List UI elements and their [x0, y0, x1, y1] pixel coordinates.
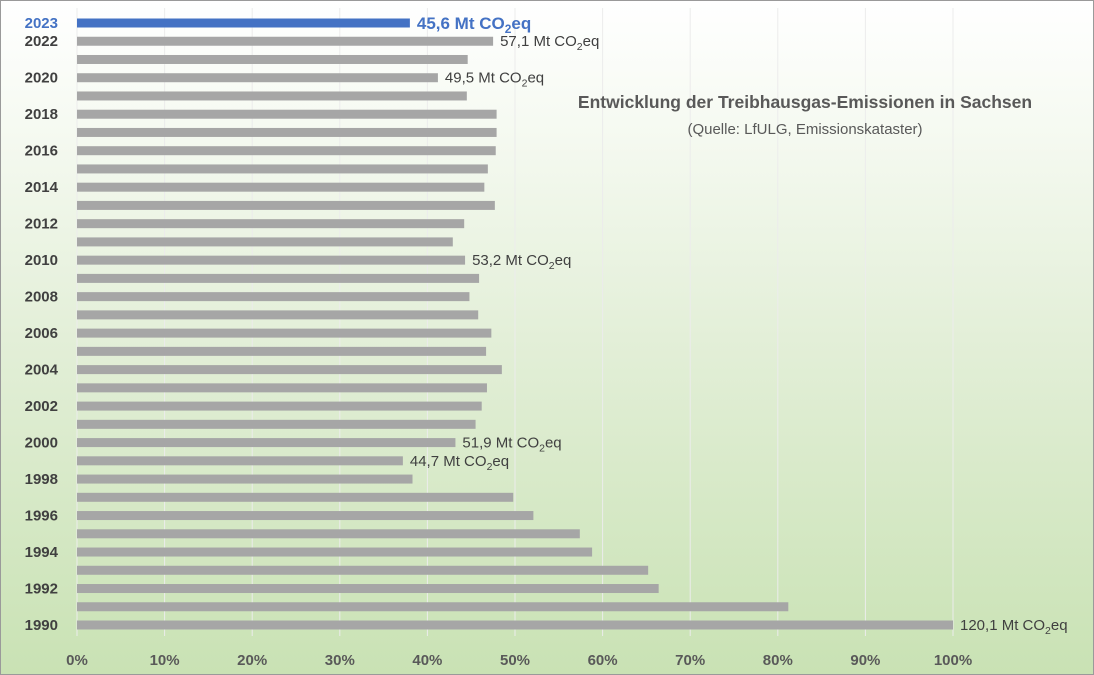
bar-2005: [77, 346, 487, 356]
bar-2013: [77, 200, 495, 210]
bar-2011: [77, 237, 453, 247]
bar-2004: [77, 365, 502, 375]
bar-2016: [77, 146, 496, 156]
x-tick-label: 10%: [150, 652, 180, 669]
data-label-2020: 49,5 Mt CO2eq: [445, 70, 544, 90]
bar-2021: [77, 54, 468, 64]
x-tick-label: 100%: [934, 652, 972, 669]
bar-1996: [77, 511, 534, 521]
y-axis-tick-labels: 1990 1992 1994 1996 1998 2000 2002 2004 2006 2008…: [25, 15, 59, 634]
y-tick-label: 2014: [25, 179, 59, 196]
x-tick-label: 30%: [325, 652, 355, 669]
y-tick-label: 2018: [25, 106, 58, 123]
y-tick-label: 2023: [25, 15, 58, 32]
bar-2010: [77, 255, 466, 265]
bar-1999: [77, 456, 403, 466]
bar-2014: [77, 182, 485, 192]
bar-2015: [77, 164, 488, 174]
x-tick-label: 0%: [66, 652, 88, 669]
bar-1995: [77, 529, 580, 539]
x-tick-label: 20%: [237, 652, 267, 669]
data-label-2022: 57,1 Mt CO2eq: [500, 33, 599, 53]
bar-2009: [77, 273, 480, 283]
bar-2003: [77, 383, 487, 393]
y-tick-label: 2006: [25, 325, 58, 342]
y-tick-label: 1998: [25, 471, 58, 488]
bar-1992: [77, 584, 659, 594]
data-label-1999: 44,7 Mt CO2eq: [410, 453, 509, 473]
bars: [77, 18, 953, 630]
bar-1998: [77, 474, 413, 484]
chart-title: Entwicklung der Treibhausgas-Emissionen …: [578, 92, 1032, 112]
bar-2006: [77, 328, 492, 338]
y-tick-label: 1996: [25, 508, 58, 525]
data-label-1990: 120,1 Mt CO2eq: [960, 617, 1068, 637]
y-tick-label: 2020: [25, 70, 58, 87]
x-axis-tick-labels: 0% 10% 20% 30% 40% 50% 60% 70% 80% 90% 100%: [66, 652, 972, 669]
data-label-2023: 45,6 Mt CO2eq: [417, 14, 531, 36]
x-tick-label: 90%: [850, 652, 880, 669]
bar-2012: [77, 219, 465, 229]
bar-2018: [77, 109, 497, 119]
bar-2020: [77, 73, 438, 83]
y-tick-label: 2012: [25, 216, 58, 233]
x-tick-label: 40%: [412, 652, 442, 669]
bar-2017: [77, 127, 497, 137]
x-tick-label: 70%: [675, 652, 705, 669]
bar-1991: [77, 602, 789, 612]
data-label-2010: 53,2 Mt CO2eq: [472, 252, 571, 272]
y-tick-label: 1990: [25, 617, 58, 634]
y-tick-label: 2016: [25, 143, 58, 160]
x-tick-label: 80%: [763, 652, 793, 669]
bar-2023: [77, 18, 410, 28]
y-tick-label: 2022: [25, 33, 58, 50]
bar-1993: [77, 565, 649, 575]
bar-2001: [77, 419, 476, 429]
y-tick-label: 2004: [25, 362, 59, 379]
data-label-2000: 51,9 Mt CO2eq: [462, 435, 561, 455]
bar-2019: [77, 91, 467, 101]
chart-subtitle: (Quelle: LfULG, Emissionskataster): [687, 121, 922, 138]
y-tick-label: 1992: [25, 581, 58, 598]
bar-2008: [77, 292, 470, 302]
y-tick-label: 2000: [25, 435, 58, 452]
y-tick-label: 2008: [25, 289, 58, 306]
y-tick-label: 2002: [25, 398, 58, 415]
bar-2007: [77, 310, 479, 320]
bar-1994: [77, 547, 593, 557]
bar-2022: [77, 36, 494, 46]
bar-1990: [77, 620, 953, 630]
bar-2000: [77, 438, 456, 448]
y-tick-label: 1994: [25, 544, 59, 561]
bar-1997: [77, 492, 514, 502]
y-tick-label: 2010: [25, 252, 58, 269]
x-tick-label: 50%: [500, 652, 530, 669]
bar-2002: [77, 401, 482, 411]
x-tick-label: 60%: [588, 652, 618, 669]
